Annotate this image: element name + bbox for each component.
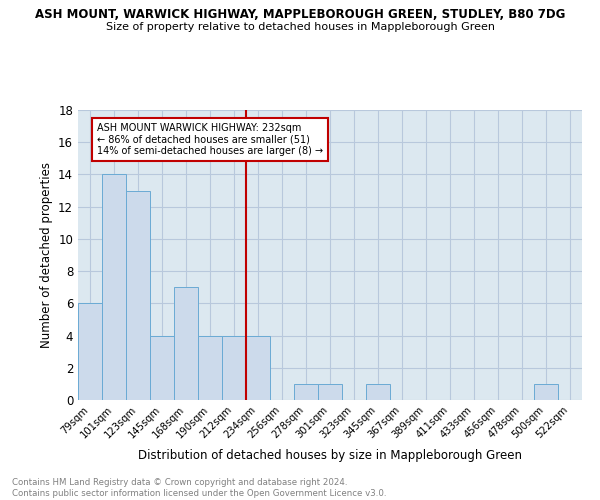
Bar	[246, 336, 270, 400]
Bar	[150, 336, 174, 400]
Bar	[174, 287, 198, 400]
Bar	[102, 174, 126, 400]
Text: ASH MOUNT WARWICK HIGHWAY: 232sqm
← 86% of detached houses are smaller (51)
14% : ASH MOUNT WARWICK HIGHWAY: 232sqm ← 86% …	[97, 123, 323, 156]
Bar	[126, 190, 150, 400]
Bar	[198, 336, 222, 400]
Bar	[222, 336, 246, 400]
Y-axis label: Number of detached properties: Number of detached properties	[40, 162, 53, 348]
Bar	[318, 384, 342, 400]
Text: Contains HM Land Registry data © Crown copyright and database right 2024.
Contai: Contains HM Land Registry data © Crown c…	[12, 478, 386, 498]
Bar	[534, 384, 558, 400]
Bar	[294, 384, 318, 400]
Text: ASH MOUNT, WARWICK HIGHWAY, MAPPLEBOROUGH GREEN, STUDLEY, B80 7DG: ASH MOUNT, WARWICK HIGHWAY, MAPPLEBOROUG…	[35, 8, 565, 20]
Text: Size of property relative to detached houses in Mappleborough Green: Size of property relative to detached ho…	[106, 22, 494, 32]
Bar	[78, 304, 102, 400]
X-axis label: Distribution of detached houses by size in Mappleborough Green: Distribution of detached houses by size …	[138, 449, 522, 462]
Bar	[366, 384, 390, 400]
